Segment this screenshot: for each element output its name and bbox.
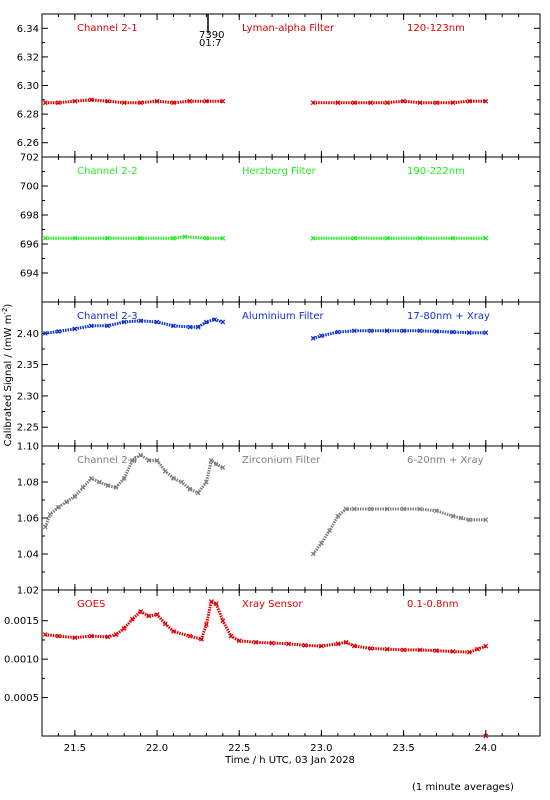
series-line (45, 98, 223, 105)
x-tick-label: 24.0 (475, 743, 497, 754)
x-tick-label: 23.5 (392, 743, 414, 754)
x-tick-label: 22.5 (228, 743, 250, 754)
y-tick-label: 2.35 (17, 360, 39, 371)
series-line (45, 600, 487, 654)
series-line (45, 235, 223, 240)
y-tick-label: 6.28 (17, 110, 39, 121)
y-tick-label: 0.0010 (4, 655, 39, 666)
panel-2 (41, 156, 541, 303)
y-tick-label: 700 (20, 182, 39, 193)
x-tick-label: 23.0 (310, 743, 332, 754)
event-marker-label: 01:7 (199, 38, 221, 49)
band-label: 190-222nm (407, 166, 465, 177)
series-line (43, 453, 224, 528)
y-tick-label: 6.34 (17, 24, 39, 35)
x-tick-label: 21.5 (64, 743, 86, 754)
y-axis-title: Calibrated Signal / (mW m-2) (1, 304, 14, 447)
panel-frame (41, 301, 541, 447)
footer-note: (1 minute averages) (412, 782, 514, 793)
band-label: 17-80nm + Xray (407, 311, 490, 322)
band-label: 6-20nm + Xray (407, 455, 484, 466)
data-point (483, 643, 489, 649)
y-tick-label: 0.0015 (4, 616, 39, 627)
data-point (310, 551, 316, 557)
y-tick-label: 6.30 (17, 81, 39, 92)
data-point (42, 524, 48, 530)
filter-label: Xray Sensor (242, 599, 303, 610)
panel-frame (41, 13, 541, 158)
y-tick-label: 1.10 (17, 442, 39, 453)
data-point (310, 335, 316, 341)
panel-5 (41, 589, 541, 739)
y-axis-title-close: ) (3, 304, 14, 308)
series-line (313, 99, 486, 105)
y-tick-label: 694 (20, 269, 39, 280)
panel-1 (41, 13, 541, 158)
panel-frame (41, 589, 541, 737)
panel-label: Channel 2-3 (77, 311, 138, 322)
y-axis-title-main: Calibrated Signal / (mW m (3, 315, 14, 447)
panel-label: Channel 2-2 (77, 166, 138, 177)
y-tick-label: 0.0005 (4, 693, 39, 704)
y-tick-label: 698 (20, 211, 39, 222)
y-tick-label: 2.40 (17, 329, 39, 340)
y-tick-label: 2.25 (17, 423, 39, 434)
y-tick-label: 2.30 (17, 391, 39, 402)
y-tick-label: 1.08 (17, 478, 39, 489)
panel-label: Channel 2-1 (77, 23, 138, 34)
y-tick-label: 6.26 (17, 138, 39, 149)
event-marker-label: 7390 (199, 30, 224, 41)
panel-label: Channel 2-4 (77, 455, 138, 466)
y-tick-label: 696 (20, 240, 39, 251)
y-tick-label: 1.06 (17, 514, 39, 525)
panel-frame (41, 156, 541, 303)
x-tick-label: 22.0 (146, 743, 168, 754)
band-label: 120-123nm (407, 23, 465, 34)
band-label: 0.1-0.8nm (407, 599, 459, 610)
panel-label: GOES (77, 599, 105, 610)
series-line (312, 507, 486, 555)
y-tick-label: 1.02 (17, 586, 39, 597)
filter-label: Zirconium Filter (242, 455, 321, 466)
x-axis-title: Time / h UTC, 03 Jan 2028 (224, 755, 355, 766)
y-tick-label: 1.04 (17, 550, 39, 561)
panel-4 (41, 445, 541, 591)
y-tick-label: 702 (20, 153, 39, 164)
data-point (483, 733, 489, 739)
series-line (45, 318, 224, 335)
y-axis-title-sup: -2 (1, 308, 9, 315)
panel-3 (41, 301, 541, 447)
y-tick-label: 6.32 (17, 52, 39, 63)
series-line (312, 329, 486, 340)
filter-label: Aluminium Filter (242, 311, 325, 322)
filter-label: Herzberg Filter (242, 166, 317, 177)
data-point (220, 319, 226, 325)
filter-label: Lyman-alpha Filter (242, 23, 335, 34)
